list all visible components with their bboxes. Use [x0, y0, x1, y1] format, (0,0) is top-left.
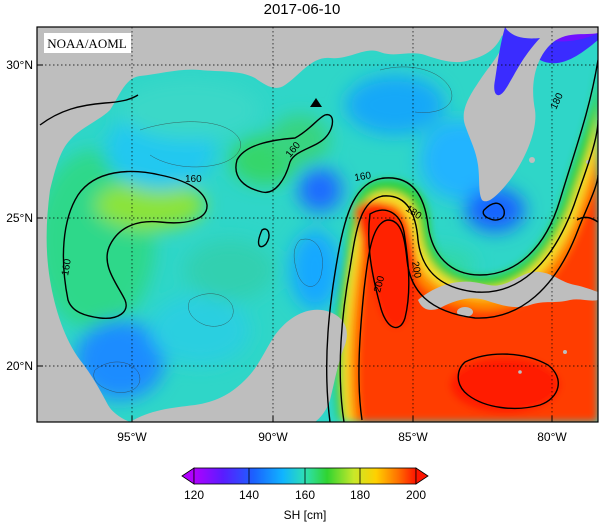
lon-label-95w: 95°W [117, 430, 147, 444]
cuba-land [418, 271, 598, 310]
lon-label-90w: 90°W [258, 430, 288, 444]
graticule [37, 27, 598, 422]
credit-text: NOAA/AOML [47, 36, 127, 51]
colorbar-tick-label: 120 [184, 488, 204, 502]
location-marker-triangle-icon [310, 98, 322, 107]
colorbar-title: SH [cm] [284, 508, 327, 522]
axis-ticks [37, 64, 553, 422]
map-frame [36, 26, 599, 423]
contour-label: 200 [372, 274, 387, 293]
contour-lines [39, 59, 598, 422]
colorbar-tick-label: 180 [350, 488, 370, 502]
credit-box [44, 33, 131, 53]
lat-label-20n: 20°N [6, 359, 33, 373]
lon-label-80w: 80°W [537, 430, 567, 444]
contour-label: 200 [409, 261, 423, 280]
colorbar [181, 467, 429, 485]
contour-label: 160 [185, 174, 202, 185]
lat-label-25n: 25°N [6, 211, 33, 225]
colorbar-tick-label: 140 [239, 488, 259, 502]
contour-label: 160 [354, 170, 373, 184]
contour-label: 160 [60, 258, 74, 277]
us-coastline-land [37, 27, 505, 422]
map-title: 2017-06-10 [264, 1, 341, 18]
colorbar-tick-label: 200 [406, 488, 426, 502]
lat-label-30n: 30°N [6, 58, 33, 72]
yucatan-land [130, 309, 347, 422]
lon-label-85w: 85°W [398, 430, 428, 444]
colorbar-tick-label: 160 [295, 488, 315, 502]
sea-height-field [37, 27, 598, 422]
